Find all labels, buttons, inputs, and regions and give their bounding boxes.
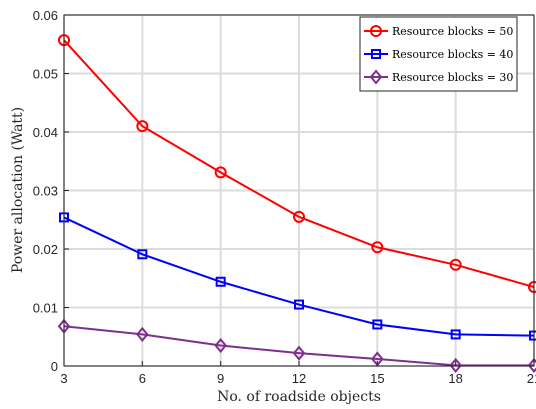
x-tick-label: 21 xyxy=(527,371,536,386)
data-point xyxy=(136,120,149,133)
data-point xyxy=(214,337,227,354)
data-point xyxy=(215,276,226,287)
data-point xyxy=(449,357,462,373)
data-point xyxy=(371,241,384,254)
y-tick-label: 0.01 xyxy=(33,301,58,316)
x-tick-label: 18 xyxy=(448,371,462,386)
y-axis-label: Power allocation (Watt) xyxy=(10,107,26,273)
y-tick-label: 0.02 xyxy=(33,242,58,257)
data-point xyxy=(214,166,227,179)
x-tick-label: 6 xyxy=(139,371,146,386)
legend-marker xyxy=(370,25,382,37)
series-line xyxy=(63,39,535,288)
legend-marker xyxy=(369,69,383,85)
y-tick-label: 0.04 xyxy=(33,125,58,140)
legend-label: Resource blocks = 40 xyxy=(392,48,513,61)
series-line xyxy=(63,216,535,337)
legend-marker xyxy=(371,49,381,59)
y-tick-label: 0.03 xyxy=(33,184,58,199)
data-point xyxy=(449,258,462,271)
data-point xyxy=(293,210,305,223)
data-point xyxy=(527,357,536,373)
data-point xyxy=(137,249,148,260)
y-tick-label: 0.05 xyxy=(33,67,58,82)
data-point xyxy=(450,329,461,340)
x-tick-label: 9 xyxy=(217,371,224,386)
data-point xyxy=(294,299,304,310)
data-point xyxy=(292,345,306,361)
y-tick-label: 0.06 xyxy=(33,8,58,23)
legend: Resource blocks = 50 Resource blocks = 40… xyxy=(359,16,518,92)
x-tick-label: 3 xyxy=(60,371,67,386)
series-1 xyxy=(58,34,536,294)
axis-ticks: 3 6 9 12 15 18 21 0 0.01 0.02 0.03 0.04 0.05 0.06 xyxy=(33,8,536,386)
x-axis-label: No. of roadside objects xyxy=(217,389,381,405)
legend-label: Resource blocks = 50 xyxy=(392,25,513,38)
data-point xyxy=(136,326,149,342)
legend-label: Resource blocks = 30 xyxy=(392,71,513,84)
x-tick-label: 12 xyxy=(292,371,306,386)
y-tick-label: 0 xyxy=(51,359,58,374)
data-point xyxy=(372,319,383,330)
x-tick-label: 15 xyxy=(370,371,384,386)
